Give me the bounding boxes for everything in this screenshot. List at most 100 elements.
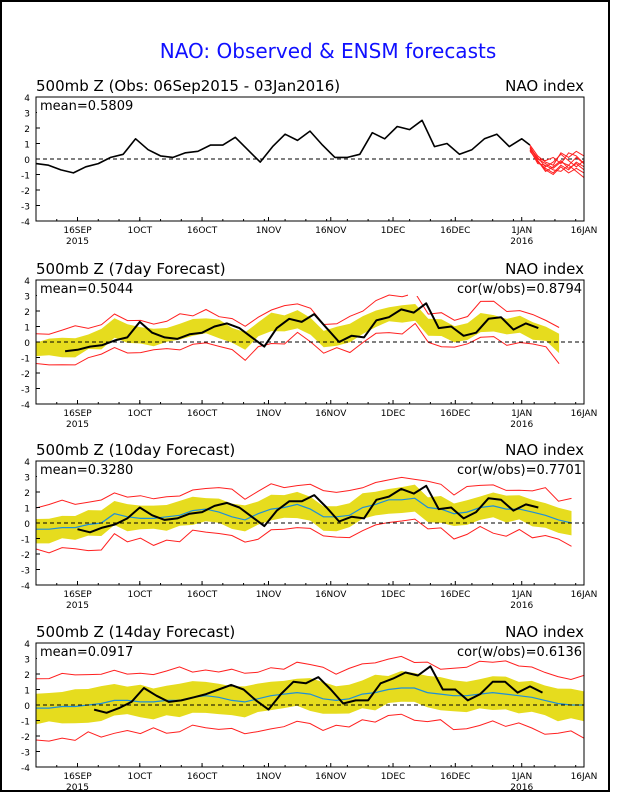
- cor-box: cor(w/obs)=0.6136: [408, 644, 583, 660]
- plot-area: [36, 476, 584, 554]
- x-tick-label: 1JAN: [511, 226, 532, 236]
- cor-box: cor(w/obs)=0.8794: [408, 281, 583, 297]
- envelope-lower-line: [36, 713, 584, 742]
- y-tick-label: 2: [24, 489, 30, 499]
- y-tick-label: 0: [24, 156, 30, 166]
- x-tick-label: 16DEC: [440, 590, 470, 600]
- y-tick-label: -4: [21, 764, 30, 774]
- panel-title: 500mb Z (Obs: 06Sep2015 - 03Jan2016): [36, 77, 340, 95]
- x-tick-label: 16JAN: [571, 409, 598, 419]
- cor-box: cor(w/obs)=0.7701: [408, 462, 583, 478]
- figure-title: NAO: Observed & ENSM forecasts: [160, 39, 497, 63]
- panel-right-label: NAO index: [505, 441, 584, 459]
- y-tick-label: 1: [24, 324, 30, 334]
- x-tick-label: 1DEC: [381, 226, 406, 236]
- y-tick-label: 4: [24, 640, 30, 650]
- observed-line: [77, 484, 539, 534]
- ensemble-mean-line: [36, 497, 572, 530]
- y-tick-label: -2: [21, 551, 30, 561]
- x-tick-label: 1NOV: [256, 772, 282, 782]
- envelope-upper-line: [36, 476, 572, 509]
- x-tick-label: 16OCT: [187, 226, 218, 236]
- y-tick-label: -4: [21, 582, 30, 592]
- panel-2: 500mb Z (7day Forecast) NAO index 4 3 2 1 0 -1 -…: [21, 260, 597, 430]
- spread-band: [36, 484, 572, 544]
- x-tick-year: 2016: [510, 420, 533, 430]
- correlation-stat: cor(w/obs)=0.7701: [457, 463, 582, 478]
- x-tick-label: 16DEC: [440, 226, 470, 236]
- x-tick-label: 1NOV: [256, 590, 282, 600]
- ensemble-member-line: [529, 146, 584, 173]
- ensemble-member-line: [529, 149, 584, 178]
- x-tick-label: 16OCT: [187, 409, 218, 419]
- mean-box: mean=0.0917: [37, 644, 159, 660]
- x-tick-label: 16JAN: [571, 772, 598, 782]
- y-tick-label: -4: [21, 401, 30, 411]
- y-tick-label: -3: [21, 749, 30, 759]
- y-tick-label: 0: [24, 339, 30, 349]
- y-tick-label: 4: [24, 277, 30, 287]
- x-tick-label: 16DEC: [440, 772, 470, 782]
- x-tick-label: 16SEP: [63, 772, 92, 782]
- x-tick-label: 16OCT: [187, 590, 218, 600]
- panel-right-label: NAO index: [505, 623, 584, 641]
- x-tick-label: 16NOV: [315, 409, 347, 419]
- mean-stat: mean=0.0917: [40, 645, 133, 660]
- y-tick-label: 1: [24, 505, 30, 515]
- x-tick-label: 16SEP: [63, 409, 92, 419]
- x-tick-year: 2016: [510, 237, 533, 247]
- x-tick-label: 1OCT: [127, 590, 152, 600]
- x-tick-label: 1OCT: [127, 772, 152, 782]
- envelope-upper-line: [36, 292, 560, 335]
- plot-area: [36, 655, 584, 742]
- mean-stat: mean=0.5809: [40, 99, 133, 114]
- y-tick-label: 2: [24, 125, 30, 135]
- mean-box: mean=0.5809: [37, 98, 159, 114]
- ensemble-mean-line: [36, 687, 584, 709]
- y-tick-label: -2: [21, 733, 30, 743]
- x-tick-label: 16JAN: [571, 226, 598, 236]
- x-tick-label: 1NOV: [256, 409, 282, 419]
- y-tick-label: 3: [24, 656, 30, 666]
- panel-4: 500mb Z (14day Forecast) NAO index 4 3 2 1 0 -1…: [21, 623, 597, 793]
- x-tick-label: 16NOV: [315, 226, 347, 236]
- mean-box-bg: [37, 644, 159, 659]
- x-tick-year: 2015: [66, 237, 89, 247]
- panel-title: 500mb Z (7day Forecast): [36, 260, 226, 278]
- plot-area: [36, 292, 584, 366]
- y-tick-label: 1: [24, 141, 30, 151]
- mean-box-bg: [37, 98, 159, 113]
- x-tick-label: 1DEC: [381, 590, 406, 600]
- mean-stat: mean=0.5044: [40, 282, 133, 297]
- x-tick-label: 1DEC: [381, 772, 406, 782]
- ensemble-member-line: [529, 144, 584, 166]
- x-tick-label: 1JAN: [511, 772, 532, 782]
- y-tick-label: 0: [24, 702, 30, 712]
- y-tick-label: -1: [21, 172, 30, 182]
- mean-stat: mean=0.3280: [40, 463, 133, 478]
- mean-box-bg: [37, 462, 159, 477]
- y-tick-label: -3: [21, 386, 30, 396]
- mean-box: mean=0.5044: [37, 281, 159, 297]
- x-tick-label: 16SEP: [63, 226, 92, 236]
- y-tick-label: -2: [21, 187, 30, 197]
- x-tick-year: 2016: [510, 601, 533, 611]
- cor-box-bg: [408, 281, 583, 296]
- x-tick-label: 1NOV: [256, 226, 282, 236]
- x-tick-year: 2015: [66, 783, 89, 793]
- x-tick-label: 16DEC: [440, 409, 470, 419]
- correlation-stat: cor(w/obs)=0.6136: [457, 645, 582, 660]
- cor-box-bg: [408, 462, 583, 477]
- y-tick-label: -2: [21, 370, 30, 380]
- y-tick-label: 4: [24, 458, 30, 468]
- x-tick-label: 1OCT: [127, 409, 152, 419]
- figure-border: [0, 0, 610, 792]
- observed-line: [93, 665, 543, 714]
- x-tick-label: 1JAN: [511, 409, 532, 419]
- x-tick-label: 1OCT: [127, 226, 152, 236]
- correlation-stat: cor(w/obs)=0.8794: [457, 282, 582, 297]
- x-tick-year: 2015: [66, 420, 89, 430]
- x-tick-year: 2015: [66, 601, 89, 611]
